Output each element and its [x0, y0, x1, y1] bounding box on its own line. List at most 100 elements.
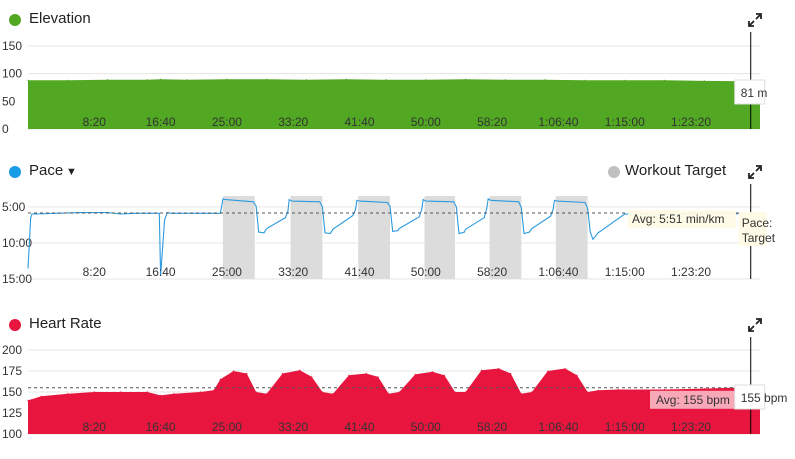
expand-icon[interactable]	[748, 318, 762, 332]
data-point	[549, 215, 551, 217]
average-label: Avg: 155 bpm	[650, 390, 736, 409]
data-point	[392, 230, 394, 232]
expand-icon[interactable]	[748, 13, 762, 27]
pace-chart: 5:00 10:00 15:00 8:20 16:40 25:00 33:20 41:40 50…	[2, 184, 776, 286]
data-point	[321, 206, 323, 208]
data-point	[617, 388, 619, 391]
x-tick-label: 50:00	[411, 265, 441, 279]
data-point	[544, 79, 546, 81]
data-point	[67, 79, 69, 81]
cursor-value-line2: Target	[742, 231, 776, 245]
data-point	[455, 206, 457, 208]
caret-down-icon[interactable]: ▼	[66, 166, 77, 178]
workout-target-band	[290, 196, 323, 279]
average-label-text: Avg: 5:51 min/km	[632, 212, 724, 226]
data-point	[284, 217, 286, 219]
workout-target-band	[358, 196, 391, 279]
data-point	[352, 214, 354, 216]
data-point	[487, 198, 489, 200]
data-point	[576, 374, 578, 376]
data-point	[564, 367, 566, 370]
x-tick-label: 41:40	[345, 115, 375, 129]
y-tick-label: 175	[2, 364, 22, 378]
data-point	[160, 274, 162, 276]
x-tick-label: 16:40	[146, 265, 176, 279]
cursor-value-bg	[734, 384, 766, 410]
cursor-value: 155 bpm	[741, 391, 788, 405]
data-point	[597, 389, 599, 391]
data-point	[386, 201, 388, 203]
workout-target-band	[222, 196, 255, 279]
x-tick-label: 1:15:00	[605, 265, 645, 279]
data-point	[255, 205, 257, 207]
data-point	[486, 207, 488, 209]
elevation-legend-dot	[9, 14, 21, 26]
data-point	[319, 201, 321, 203]
average-label-bg	[628, 209, 736, 228]
cursor-value-line1: Pace:	[742, 216, 773, 230]
data-point	[329, 233, 331, 235]
x-tick-label: 33:20	[278, 420, 308, 434]
data-point	[398, 391, 400, 393]
x-tick-label: 8:20	[83, 420, 107, 434]
data-point	[418, 216, 420, 218]
data-point	[592, 238, 594, 240]
data-point	[398, 227, 400, 229]
data-point	[465, 78, 467, 80]
data-point	[355, 209, 357, 211]
cursor-value-bg	[738, 212, 767, 246]
data-point	[556, 200, 558, 202]
data-point	[348, 374, 350, 376]
data-point	[146, 391, 148, 393]
data-point	[222, 198, 224, 200]
data-point	[80, 212, 82, 214]
pace-title[interactable]: Pace	[29, 162, 64, 179]
data-point	[584, 201, 586, 203]
x-tick-label: 16:40	[146, 420, 176, 434]
y-tick-label: 125	[2, 406, 22, 420]
data-point	[422, 199, 424, 201]
data-point	[703, 388, 705, 390]
data-point	[252, 201, 254, 203]
data-point	[490, 199, 492, 201]
data-point	[454, 391, 456, 393]
data-point	[520, 207, 522, 209]
data-point	[359, 200, 361, 202]
x-tick-label: 33:20	[278, 115, 308, 129]
data-point	[93, 391, 95, 393]
data-point	[258, 231, 260, 233]
data-point	[589, 231, 591, 233]
data-point	[703, 80, 705, 82]
data-point	[385, 79, 387, 81]
expand-icon[interactable]	[748, 165, 762, 179]
data-point	[552, 209, 554, 211]
data-point	[133, 212, 135, 214]
data-point	[67, 393, 69, 395]
data-point	[520, 393, 522, 395]
pace-legend-dot	[9, 166, 21, 178]
x-tick-label: 1:23:20	[671, 115, 711, 129]
data-point	[288, 199, 290, 201]
data-point	[498, 367, 500, 370]
x-tick-label: 16:40	[146, 115, 176, 129]
data-point	[443, 374, 445, 376]
data-point	[160, 78, 162, 80]
data-point	[266, 227, 268, 229]
data-point	[597, 232, 599, 234]
data-point	[421, 208, 423, 210]
x-tick-label: 33:20	[278, 265, 308, 279]
data-point	[518, 201, 520, 203]
x-tick-label: 41:40	[345, 420, 375, 434]
workout-target-band	[424, 196, 455, 279]
y-tick-label: 150	[2, 385, 22, 399]
data-point	[213, 389, 215, 391]
data-point	[232, 370, 235, 372]
data-point	[160, 394, 162, 396]
data-point	[27, 267, 29, 269]
data-point	[553, 199, 555, 201]
data-point	[345, 78, 347, 80]
data-point	[27, 399, 29, 401]
data-point	[30, 217, 32, 219]
data-point	[255, 391, 257, 393]
x-tick-label: 1:06:40	[538, 420, 578, 434]
